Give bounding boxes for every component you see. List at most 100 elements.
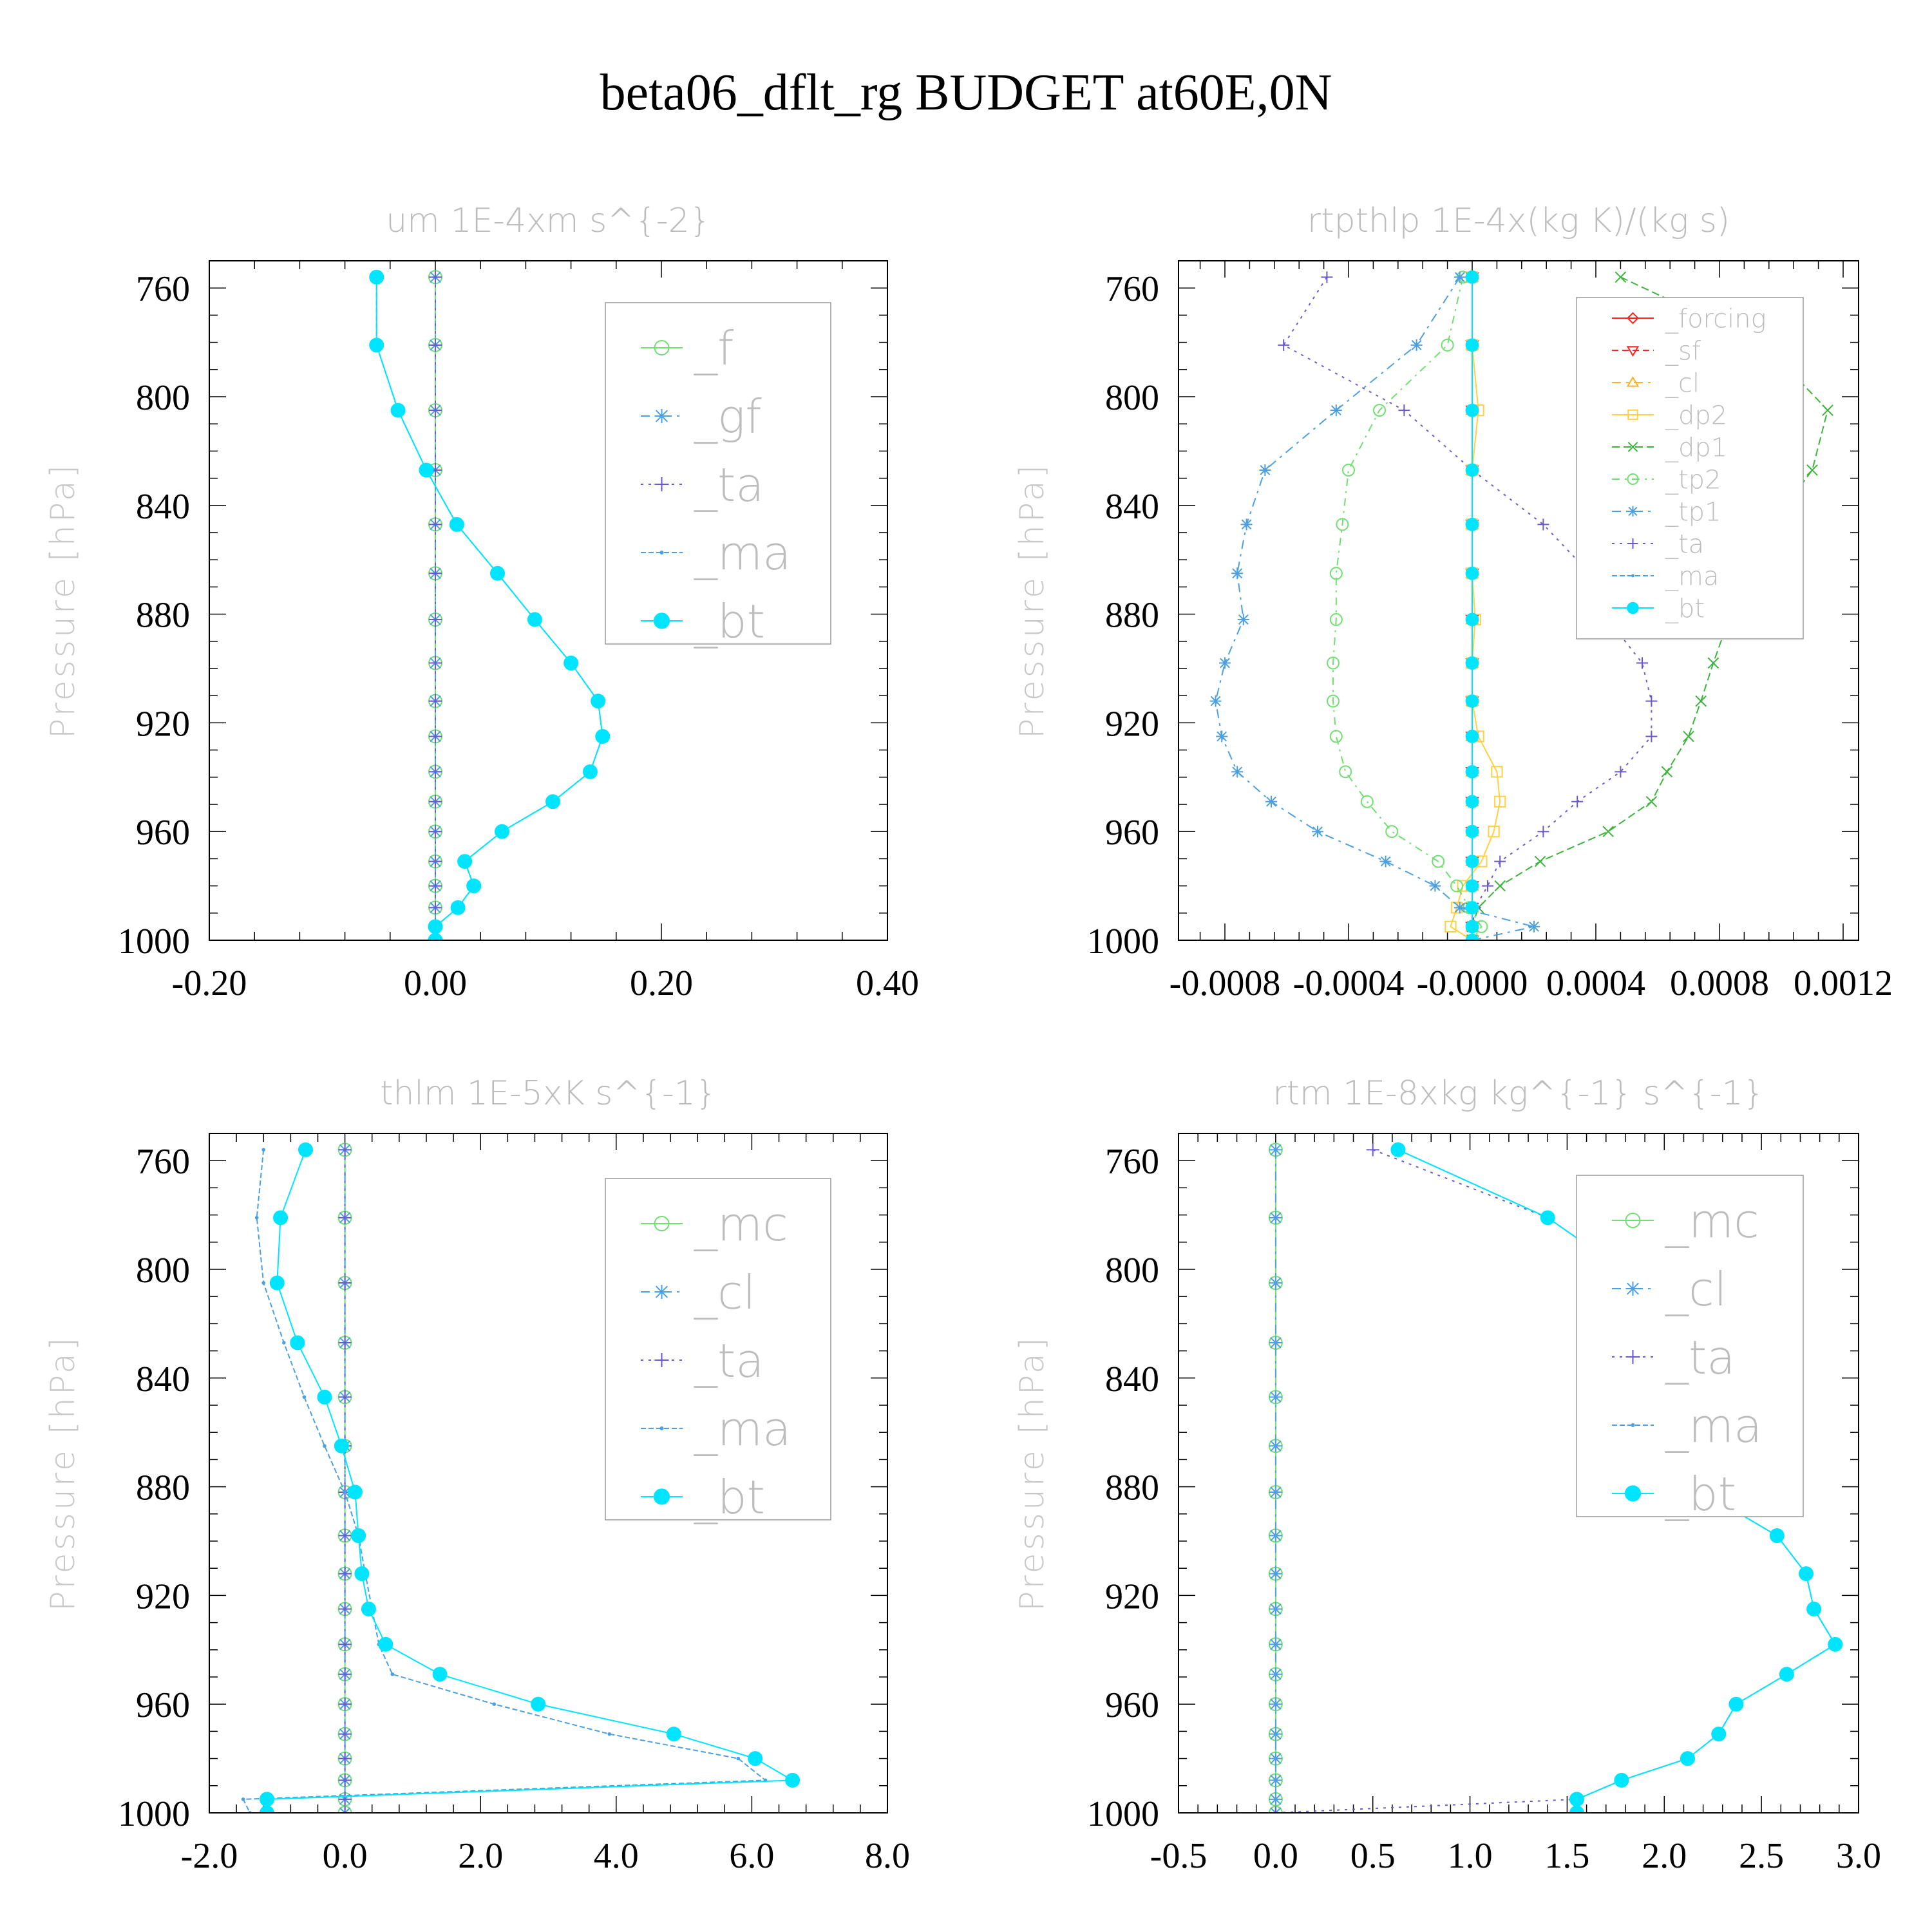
y-tick-label: 800 — [1105, 378, 1159, 418]
series-point-cl — [1269, 1792, 1282, 1806]
legend-box — [605, 1178, 831, 1520]
legend-marker — [1631, 574, 1634, 578]
legend-entry: _mc — [694, 1197, 788, 1251]
y-tick-label: 800 — [136, 1251, 190, 1291]
series-point-tp2 — [1329, 567, 1343, 580]
series-point-ta — [338, 1602, 352, 1616]
series-point-ma — [282, 1341, 286, 1345]
series-line-tp2 — [1332, 277, 1482, 940]
series-point-bt — [1465, 403, 1479, 417]
series-point-bt — [1465, 730, 1479, 743]
series-point-cl — [1269, 1276, 1282, 1290]
series-point-tp1 — [1410, 339, 1423, 351]
legend-entry: _ma — [1665, 1399, 1762, 1453]
series-point-bt — [298, 1142, 314, 1157]
series-point-bt — [428, 933, 443, 940]
series-point-bt — [361, 1602, 376, 1616]
series-point-ma — [254, 1216, 259, 1220]
x-tick-label: 1.0 — [1448, 1836, 1493, 1876]
series-point-bt — [354, 1566, 370, 1582]
legend-entry: _forcing — [1665, 304, 1766, 334]
legend: _mc _cl _ta _ma _bt — [1576, 1175, 1804, 1521]
y-tick-label: 760 — [1105, 1142, 1159, 1182]
series-point-cl — [1269, 1439, 1282, 1453]
series-point-ta — [1278, 339, 1290, 351]
series-point-cl — [1269, 1567, 1282, 1580]
series-point-ta — [338, 1529, 352, 1542]
legend-marker — [1631, 1423, 1635, 1428]
y-tick-label: 920 — [136, 704, 190, 744]
x-tick-label: 0.0004 — [1546, 963, 1645, 1003]
y-tick-label: 920 — [1105, 704, 1159, 744]
y-axis-label: Pressure [hPa] — [44, 1335, 82, 1611]
series-point-dp2 — [1494, 795, 1506, 808]
series-point-bt — [1465, 270, 1479, 284]
series-point-ta — [429, 730, 442, 743]
series-group — [1209, 270, 1833, 940]
series-point-bt — [1711, 1727, 1727, 1742]
series-point-bt — [582, 764, 598, 779]
series-point-ta — [429, 694, 442, 708]
series-point-tp2 — [1329, 730, 1343, 743]
panel-1: um 1E-4xm s^{-2} Pressure [hPa] 760 800 840 8… — [44, 202, 919, 1003]
series-point-ta — [338, 1276, 352, 1290]
series-point-ma — [607, 1732, 612, 1736]
series-point-bt — [466, 878, 482, 894]
series-point-dp1 — [1534, 855, 1546, 867]
series-point-bt — [666, 1727, 681, 1742]
x-tick-label: 0.5 — [1350, 1836, 1396, 1876]
legend-marker — [1625, 1213, 1641, 1228]
legend-box — [605, 302, 831, 645]
series-point-dp1 — [1661, 766, 1673, 778]
series-line-dp1 — [1472, 276, 1829, 940]
series-point-bt — [378, 1636, 393, 1652]
series-point-ta — [338, 1698, 352, 1711]
series-point-ta — [429, 404, 442, 417]
series-point-bt — [1465, 612, 1479, 627]
series-point-bt — [351, 1528, 366, 1544]
legend-marker — [654, 477, 669, 491]
series-point-cl — [1269, 1727, 1282, 1741]
series-point-cl — [1269, 1774, 1282, 1787]
series-point-ta — [1269, 1806, 1282, 1813]
series-point-tp1 — [1216, 730, 1228, 743]
y-tick-label: 880 — [1105, 596, 1159, 636]
series-line-ta — [1282, 276, 1653, 940]
legend-entry: _cl — [1665, 1262, 1727, 1316]
series-point-tp2 — [1373, 404, 1386, 417]
series-point-bt — [290, 1335, 305, 1350]
series-point-bt — [1540, 1210, 1555, 1226]
legend-marker — [1627, 312, 1639, 325]
series-point-ta — [338, 1774, 352, 1787]
legend-entry: _ta — [1665, 1331, 1735, 1385]
series-point-bt — [369, 337, 384, 353]
series-point-cl — [1269, 1143, 1282, 1157]
x-tick-label: 2.0 — [1642, 1836, 1687, 1876]
series-point-tp2 — [1327, 694, 1340, 708]
series-point-dp1 — [1645, 795, 1658, 808]
series-point-bt — [390, 402, 406, 418]
series-point-bt — [1569, 1805, 1585, 1813]
series-point-ta — [429, 879, 442, 893]
y-tick-label: 960 — [136, 813, 190, 853]
x-tick-label: 3.0 — [1836, 1836, 1881, 1876]
series-point-bt — [1465, 517, 1479, 531]
series-point-dp1 — [1822, 404, 1833, 416]
series-point-ta — [429, 825, 442, 838]
legend: _mc _cl _ta _ma _bt — [605, 1178, 831, 1524]
series-point-bt — [531, 1696, 546, 1712]
legend-entry: _f — [694, 321, 734, 375]
series-point-ta — [429, 656, 442, 670]
series-point-bt — [1465, 338, 1479, 352]
series-point-bt — [1465, 795, 1479, 809]
series-point-bt — [527, 612, 542, 627]
series-point-ta — [338, 1727, 352, 1741]
panel-title: um 1E-4xm s^{-2} — [386, 202, 711, 240]
series-point-ta — [338, 1567, 352, 1580]
y-tick-label: 840 — [136, 1359, 190, 1399]
legend-entry: _cl — [694, 1265, 756, 1320]
series-point-bt — [1465, 879, 1479, 893]
series-point-cl — [1269, 1336, 1282, 1349]
series-group — [241, 1142, 800, 1813]
